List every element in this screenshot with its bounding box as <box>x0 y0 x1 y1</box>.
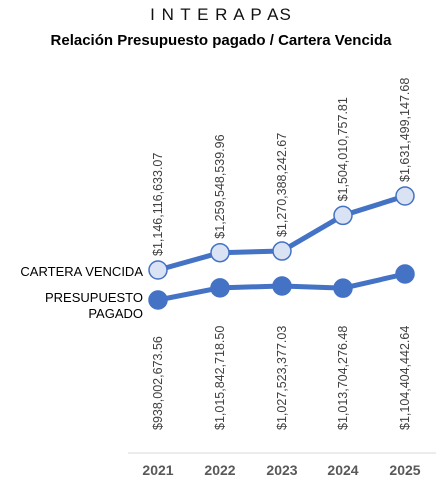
chart-title: Relación Presupuesto pagado / Cartera Ve… <box>51 32 393 49</box>
x-tick-label-2024: 2024 <box>327 462 358 478</box>
data-label-cartera-2024: $1,504,010,757.81 <box>336 97 350 201</box>
data-point-presupuesto-2024 <box>333 278 353 298</box>
legend-presupuesto-pagado-line2: PAGADO <box>88 306 143 321</box>
data-label-cartera-2022: $1,259,548,539.96 <box>213 134 227 238</box>
data-point-presupuesto-2023 <box>272 276 292 296</box>
data-label-presupuesto-2024: $1,013,704,276.48 <box>336 326 350 430</box>
data-label-presupuesto-2025: $1,104,404,442.64 <box>398 326 412 430</box>
x-tick-label-2021: 2021 <box>142 462 173 478</box>
x-tick-label-2022: 2022 <box>204 462 235 478</box>
x-tick-label-2025: 2025 <box>389 462 420 478</box>
data-point-cartera-2023 <box>272 241 292 261</box>
data-point-cartera-2025 <box>395 186 415 206</box>
data-point-cartera-2021 <box>148 260 168 280</box>
data-point-presupuesto-2022 <box>210 278 230 298</box>
data-point-presupuesto-2021 <box>148 290 168 310</box>
data-label-cartera-2023: $1,270,388,242.67 <box>275 133 289 237</box>
data-label-presupuesto-2022: $1,015,842,718.50 <box>213 326 227 430</box>
legend-presupuesto-pagado-line1: PRESUPUESTO <box>45 290 143 305</box>
header-logo-text: I N T E R A P AS <box>150 5 292 24</box>
data-label-presupuesto-2023: $1,027,523,377.03 <box>275 326 289 430</box>
data-label-presupuesto-2021: $938,002,673.56 <box>151 336 165 430</box>
data-label-cartera-2025: $1,631,499,147.68 <box>398 78 412 182</box>
data-point-presupuesto-2025 <box>395 264 415 284</box>
plot-area: $1,146,116,633.07 $1,259,548,539.96 $1,270… <box>142 78 420 478</box>
data-label-cartera-2021: $1,146,116,633.07 <box>151 153 165 256</box>
x-tick-label-2023: 2023 <box>266 462 297 478</box>
data-point-cartera-2024 <box>333 205 353 226</box>
data-point-cartera-2022 <box>210 242 230 263</box>
legend-cartera-vencida: CARTERA VENCIDA <box>20 264 143 279</box>
